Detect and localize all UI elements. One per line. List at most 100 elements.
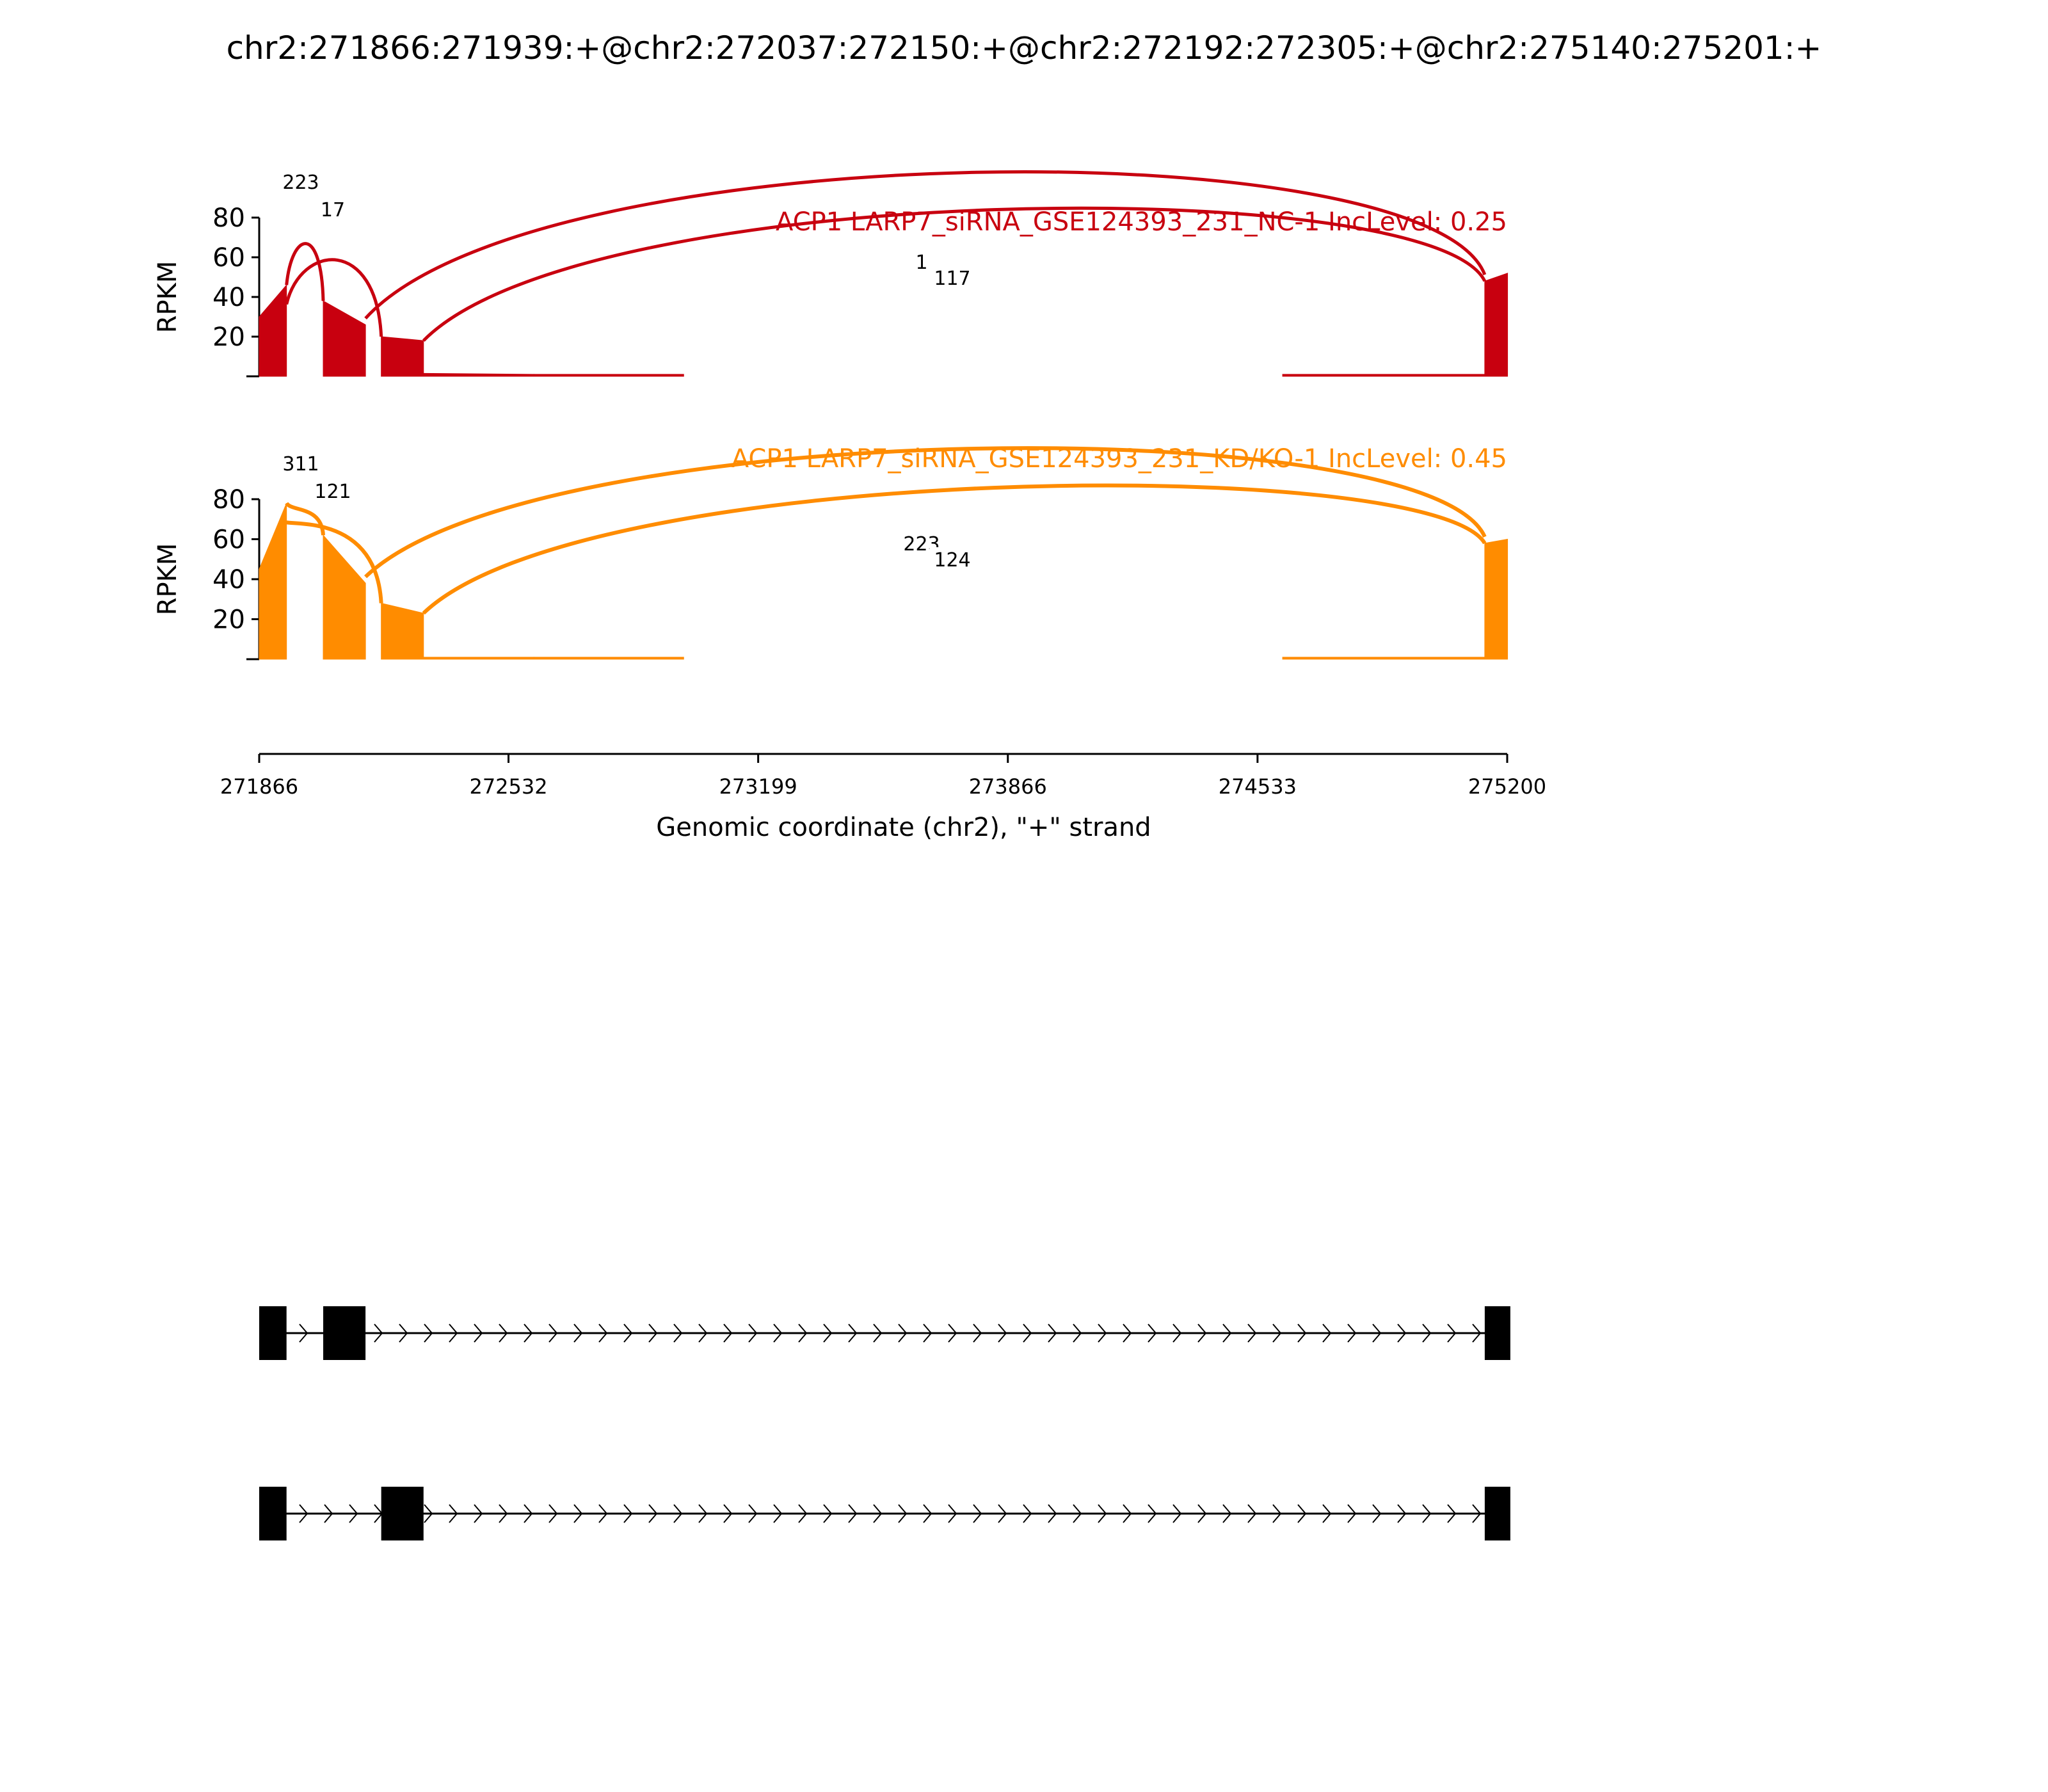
coverage-block-6: [1282, 657, 1485, 660]
x-axis: 271866 272532 273199 273866 274533 275200: [220, 753, 1546, 799]
strand-arrow: [1048, 1324, 1057, 1343]
strand-arrow: [449, 1504, 458, 1523]
junction-label: 17: [321, 199, 345, 221]
strand-arrow: [848, 1504, 858, 1523]
exon-block-1: [259, 1487, 287, 1540]
strand-arrow: [1197, 1324, 1207, 1343]
y-tick-label: 40: [212, 565, 245, 595]
y-axis-label: RPKM: [153, 261, 182, 333]
junction-label-bg: [924, 266, 981, 294]
strand-arrow: [1023, 1504, 1032, 1523]
strand-arrow: [449, 1324, 458, 1343]
strand-arrow: [948, 1504, 957, 1523]
strand-arrow: [548, 1324, 558, 1343]
strand-arrow: [374, 1324, 383, 1343]
junction-label-bg: [304, 479, 362, 507]
strand-arrow: [1222, 1504, 1232, 1523]
strand-arrow: [723, 1504, 733, 1523]
strand-arrow: [873, 1504, 883, 1523]
coverage-panel-1: ACP1 LARP7_siRNA_GSE124393_231_NC-1 IncL…: [153, 170, 1508, 378]
strand-arrow: [773, 1324, 783, 1343]
strand-arrow: [1447, 1324, 1457, 1343]
strand-arrow: [299, 1324, 308, 1343]
strand-arrow: [1272, 1504, 1282, 1523]
coverage-block-4: [423, 372, 534, 377]
strand-arrow: [1073, 1324, 1082, 1343]
exon-block-3: [1484, 1306, 1510, 1360]
strand-arrow: [948, 1324, 957, 1343]
junction-label: 117: [934, 268, 970, 290]
strand-arrow: [349, 1504, 358, 1523]
strand-arrow: [1372, 1324, 1382, 1343]
coverage-block-4: [423, 657, 534, 660]
strand-arrow: [723, 1324, 733, 1343]
junction-label: 223: [282, 172, 319, 194]
strand-arrow: [1023, 1324, 1032, 1343]
strand-arrow: [623, 1324, 633, 1343]
strand-arrow: [1397, 1504, 1407, 1523]
strand-arrow: [1148, 1324, 1157, 1343]
coverage-block-2: [323, 300, 366, 377]
strand-arrow: [1148, 1504, 1157, 1523]
junction-label: 121: [314, 481, 351, 503]
strand-arrow: [499, 1324, 508, 1343]
strand-arrow: [923, 1324, 932, 1343]
junction-arc-2: [285, 258, 383, 337]
junction-label-bg: [272, 170, 330, 198]
panel-title: ACP1 LARP7_siRNA_GSE124393_231_NC-1 IncL…: [776, 207, 1507, 237]
strand-arrow: [524, 1324, 533, 1343]
strand-arrow: [573, 1504, 583, 1523]
y-tick-label: 20: [212, 323, 245, 352]
strand-arrow: [1397, 1324, 1407, 1343]
strand-arrow: [1247, 1324, 1257, 1343]
coverage-block-5: [533, 374, 684, 377]
strand-arrow: [324, 1504, 333, 1523]
isoform-tracks: [259, 1306, 1510, 1540]
coverage-block-7: [1484, 273, 1508, 377]
strand-arrow: [1347, 1504, 1357, 1523]
strand-arrow: [299, 1504, 308, 1523]
strand-arrow: [648, 1504, 658, 1523]
strand-arrow: [898, 1324, 908, 1343]
coverage-block-2: [323, 534, 366, 660]
strand-arrow: [1197, 1504, 1207, 1523]
coverage-block-7: [1484, 538, 1508, 660]
junction-arc-2: [286, 520, 383, 604]
strand-arrow: [524, 1504, 533, 1523]
y-tick-label: 60: [212, 525, 245, 555]
strand-arrow: [1098, 1504, 1107, 1523]
exon-block-3: [1484, 1487, 1510, 1540]
y-tick-label: 80: [212, 485, 245, 515]
strand-arrow: [1447, 1504, 1457, 1523]
x-tick-label: 275200: [1468, 774, 1546, 799]
x-axis-label: Genomic coordinate (chr2), "+" strand: [656, 813, 1151, 842]
coverage-block-5: [533, 657, 684, 660]
coverage-block-1: [259, 503, 287, 660]
exon-block-2: [381, 1487, 424, 1540]
strand-arrow: [1172, 1324, 1182, 1343]
strand-arrow: [798, 1324, 808, 1343]
exon-block-2: [323, 1306, 366, 1360]
strand-arrow: [424, 1504, 433, 1523]
coverage-block-3: [381, 336, 424, 377]
strand-arrow: [1048, 1504, 1057, 1523]
junction-arc-4: [422, 206, 1487, 342]
strand-arrow: [1123, 1504, 1132, 1523]
junction-label-bg: [924, 547, 981, 575]
strand-arrow: [1322, 1324, 1332, 1343]
junction-arc-3: [364, 170, 1487, 320]
strand-arrow: [748, 1504, 758, 1523]
strand-arrow: [598, 1324, 608, 1343]
exon-block-1: [259, 1306, 287, 1360]
strand-arrow: [623, 1504, 633, 1523]
strand-arrow: [1472, 1324, 1482, 1343]
junction-label-bg: [272, 451, 330, 479]
strand-arrow: [823, 1324, 833, 1343]
strand-arrow: [1172, 1504, 1182, 1523]
junction-label-bg: [304, 197, 362, 225]
isoform-1-track: [259, 1306, 1510, 1360]
junction-arc-1: [285, 242, 325, 301]
x-tick-label: 273199: [719, 774, 797, 799]
junction-label: 124: [934, 549, 970, 572]
